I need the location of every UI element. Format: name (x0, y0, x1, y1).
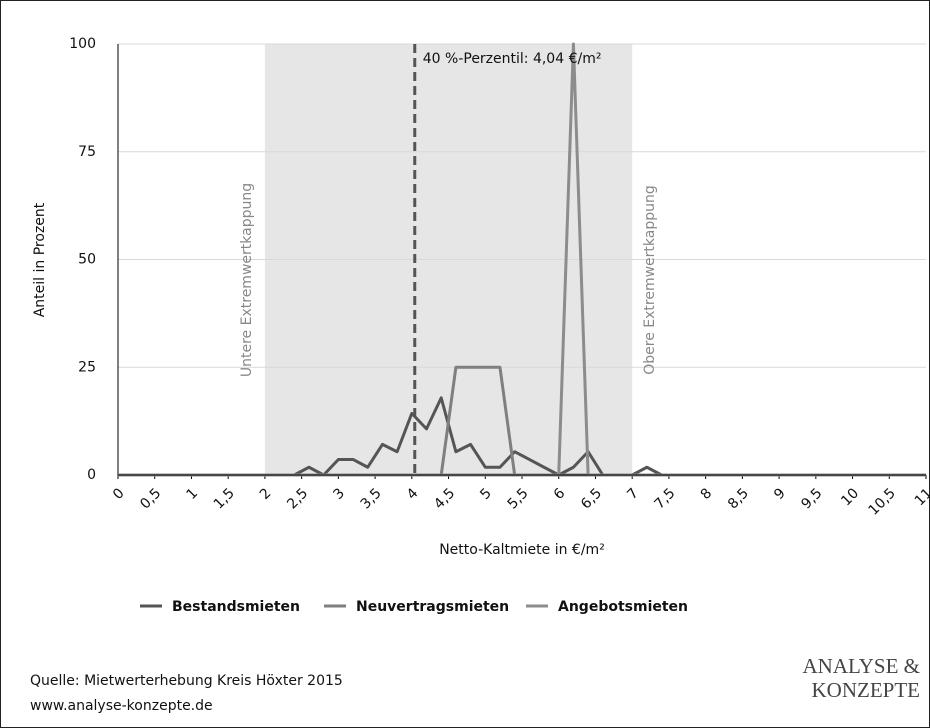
legend-label: Neuvertragsmieten (356, 599, 509, 615)
y-tick-label: 75 (78, 144, 96, 160)
annotation: 40 %-Perzentil: 4,04 €/m² (423, 51, 602, 67)
logo: KONZEPTE (812, 678, 921, 702)
source-url: www.analyse-konzepte.de (30, 698, 213, 714)
range-label: Obere Extremwertkappung (642, 185, 658, 375)
legend-label: Angebotsmieten (558, 599, 688, 615)
x-axis-title: Netto-Kaltmiete in €/m² (439, 542, 605, 558)
logo: ANALYSE & (803, 654, 920, 678)
range-label: Untere Extremwertkappung (239, 183, 255, 377)
y-tick-label: 50 (78, 252, 96, 268)
y-tick-label: 25 (78, 359, 96, 375)
source: Quelle: Mietwerterhebung Kreis Höxter 20… (30, 673, 343, 689)
legend-label: Bestandsmieten (172, 599, 300, 615)
y-axis-title: Anteil in Prozent (32, 202, 48, 317)
y-tick-label: 100 (69, 36, 96, 52)
y-tick-label: 0 (87, 467, 96, 483)
